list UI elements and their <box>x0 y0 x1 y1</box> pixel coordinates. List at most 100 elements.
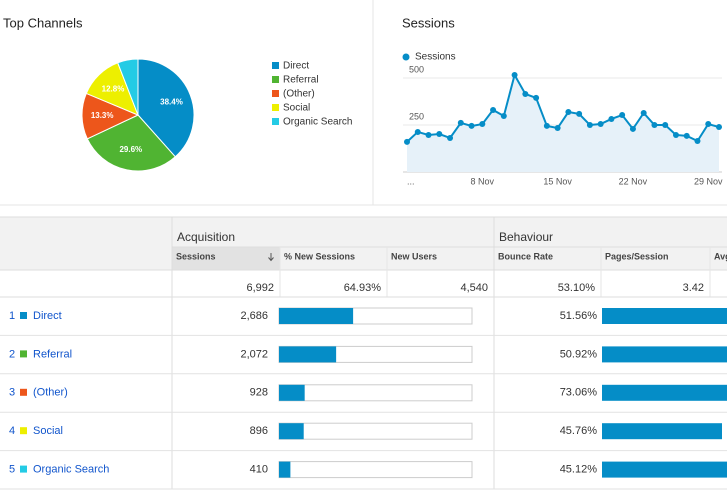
point <box>608 115 615 122</box>
channel-swatch <box>20 465 27 473</box>
bar-track <box>278 422 473 440</box>
sessions-value: 2,686 <box>240 310 268 322</box>
point <box>490 106 497 113</box>
bounce-rate-value: 73.06% <box>560 387 598 399</box>
rank: 4 <box>9 425 15 437</box>
pages-bar <box>602 461 727 478</box>
legend-swatch <box>272 118 279 125</box>
total-value: 3.42 <box>683 282 704 294</box>
legend-label: Social <box>283 103 310 114</box>
sessions-value: 410 <box>250 464 268 476</box>
x-tick-label: 15 Nov <box>543 176 572 186</box>
y-tick-label: 250 <box>409 111 424 121</box>
header-bg <box>0 217 727 270</box>
x-tick-label: 8 Nov <box>471 176 495 186</box>
group-header: Behaviour <box>499 230 553 244</box>
point <box>414 128 421 135</box>
point <box>500 112 507 119</box>
legend-marker <box>402 53 410 61</box>
point <box>565 109 572 116</box>
point <box>468 122 475 129</box>
pages-bar <box>602 308 727 324</box>
pie-slice <box>137 58 195 158</box>
channel-swatch <box>20 427 27 435</box>
bar-track <box>278 384 473 402</box>
bar-track <box>278 461 473 479</box>
x-tick-label: ... <box>407 176 415 186</box>
legend-label: Organic Search <box>283 117 352 128</box>
legend-label: Referral <box>283 75 319 86</box>
point <box>683 132 690 139</box>
bounce-rate-value: 50.92% <box>560 348 598 360</box>
channel-link[interactable]: Organic Search <box>33 464 109 476</box>
point <box>619 112 626 119</box>
total-value: 4,540 <box>460 282 488 294</box>
point <box>533 94 540 101</box>
line-title: Sessions <box>402 15 455 30</box>
column-header: % New Sessions <box>284 251 355 261</box>
legend-label: Direct <box>283 61 309 72</box>
sessions-value: 896 <box>250 425 268 437</box>
channel-swatch <box>20 350 27 358</box>
point <box>479 121 486 128</box>
point <box>586 121 593 128</box>
group-header: Acquisition <box>177 230 235 244</box>
sessions-share-bar <box>279 308 354 324</box>
point <box>662 121 669 128</box>
column-header: Pages/Session <box>605 251 669 261</box>
sessions-value: 2,072 <box>240 348 268 360</box>
channel-link[interactable]: (Other) <box>33 387 68 399</box>
column-header: Avg. Session Duration <box>714 251 727 261</box>
bounce-rate-value: 45.12% <box>560 464 598 476</box>
point <box>629 125 636 132</box>
x-tick-label: 22 Nov <box>619 176 648 186</box>
pages-bar <box>602 423 722 440</box>
pages-bar <box>602 346 727 363</box>
channel-swatch <box>20 388 27 396</box>
sessions-share-bar <box>279 384 305 401</box>
sessions-value: 928 <box>250 387 268 399</box>
point <box>404 138 410 145</box>
column-header: Bounce Rate <box>498 251 553 261</box>
total-value: 6,992 <box>246 282 274 294</box>
channel-link[interactable]: Referral <box>33 348 72 360</box>
total-value: 64.93% <box>344 282 382 294</box>
channel-link[interactable]: Social <box>33 425 63 437</box>
bounce-rate-value: 45.76% <box>560 425 598 437</box>
channel-link[interactable]: Direct <box>33 310 62 322</box>
point <box>436 131 443 138</box>
rank: 3 <box>9 387 15 399</box>
sessions-share-bar <box>279 346 337 363</box>
pie-slice <box>117 58 139 116</box>
legend-swatch <box>272 62 279 69</box>
column-header: New Users <box>391 251 437 261</box>
point <box>640 109 647 116</box>
x-tick-label: 29 Nov <box>694 176 723 186</box>
point <box>457 119 464 126</box>
legend-label: Sessions <box>415 52 456 63</box>
slice-label: 38.4% <box>160 97 183 106</box>
y-tick-label: 500 <box>409 64 424 74</box>
rank: 1 <box>9 310 15 322</box>
point <box>554 124 561 131</box>
point <box>597 121 604 128</box>
point <box>543 122 550 129</box>
total-value: 53.10% <box>558 282 596 294</box>
point <box>576 110 583 117</box>
point <box>672 131 679 138</box>
pages-bar <box>602 384 727 401</box>
sort-arrow <box>268 253 274 262</box>
rank: 5 <box>9 464 15 476</box>
point <box>522 90 529 97</box>
sessions-share-bar <box>279 461 291 478</box>
slice-label: 12.8% <box>102 84 125 93</box>
point <box>511 71 518 78</box>
slice-label: 13.3% <box>91 111 114 120</box>
pie-title: Top Channels <box>3 15 83 30</box>
column-header: Sessions <box>176 251 216 261</box>
legend-swatch <box>272 90 279 97</box>
slice-label: 29.6% <box>119 145 142 154</box>
point <box>651 121 658 128</box>
rank: 2 <box>9 348 15 360</box>
